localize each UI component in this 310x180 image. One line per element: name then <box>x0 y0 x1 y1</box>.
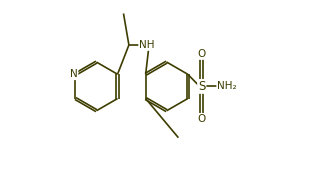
Text: N: N <box>70 69 78 79</box>
Text: NH: NH <box>139 40 155 50</box>
Text: NH₂: NH₂ <box>217 81 237 91</box>
Text: O: O <box>198 114 206 124</box>
Text: S: S <box>198 80 206 93</box>
Text: O: O <box>198 49 206 59</box>
